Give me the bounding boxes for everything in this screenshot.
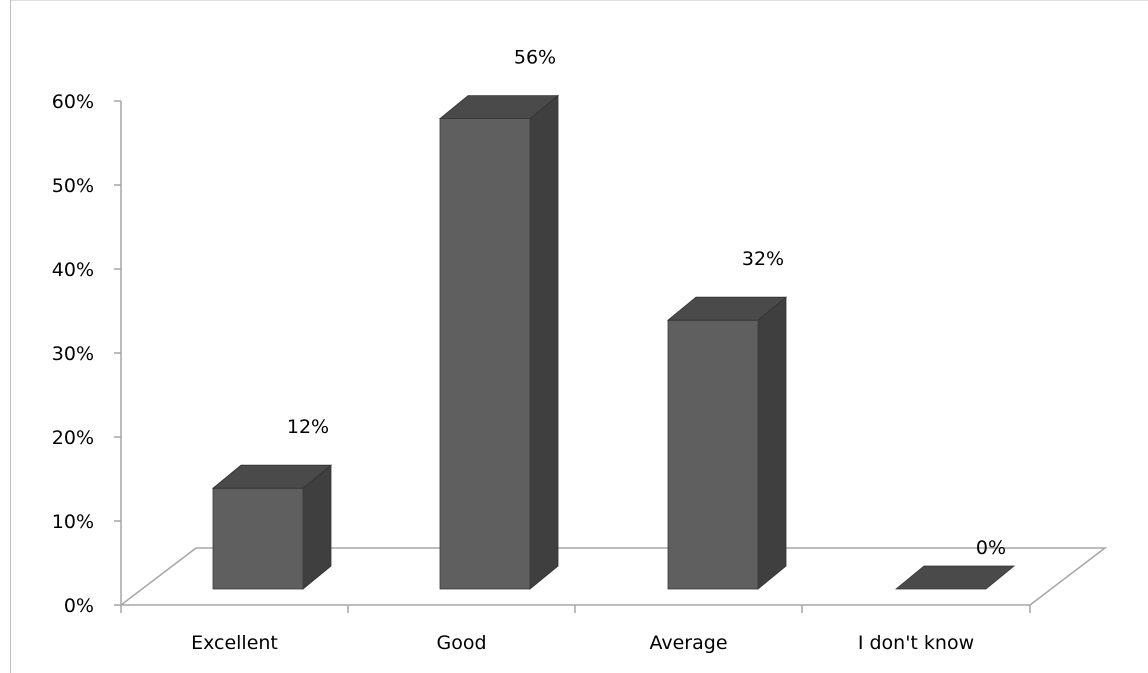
floor-outline <box>118 547 1108 606</box>
x-axis-ticks <box>120 605 1031 613</box>
y-tick-label: 50% <box>52 175 94 197</box>
bar-i-don-t-know <box>894 565 1016 590</box>
x-axis: Excellent Good Average I don't know <box>120 605 1031 654</box>
x-tick-label: Average <box>649 632 727 654</box>
y-tick-label: 20% <box>52 427 94 449</box>
y-axis-labels: 0% 10% 20% 30% 40% 50% 60% <box>52 91 94 617</box>
chart-frame <box>10 0 1148 673</box>
bar-front <box>212 487 304 590</box>
bar-series <box>211 94 1016 590</box>
x-tick-label: Good <box>436 632 486 654</box>
y-tick-label: 40% <box>52 259 94 281</box>
bar-top <box>438 95 560 119</box>
data-label: 12% <box>287 416 329 438</box>
y-tick-label: 10% <box>52 511 94 533</box>
bar-good <box>438 94 560 590</box>
data-labels: 12% 56% 32% 0% <box>287 47 1006 559</box>
bar-front <box>667 319 759 590</box>
data-label: 0% <box>976 537 1006 559</box>
bar-side <box>529 94 559 590</box>
bar-side <box>757 296 787 590</box>
bar-top <box>211 464 333 489</box>
x-tick-label: Excellent <box>191 632 278 654</box>
x-tick-label: I don't know <box>858 632 974 654</box>
x-axis-labels: Excellent Good Average I don't know <box>191 632 974 654</box>
data-label: 32% <box>742 248 784 270</box>
y-axis: 0% 10% 20% 30% 40% 50% 60% <box>52 91 122 617</box>
bar-top <box>666 296 788 321</box>
bar-average <box>666 296 788 590</box>
bar-top <box>894 565 1016 590</box>
y-tick-label: 0% <box>64 595 94 617</box>
y-tick-label: 30% <box>52 343 94 365</box>
bar-front <box>439 118 531 590</box>
data-label: 56% <box>514 47 556 69</box>
y-tick-label: 60% <box>52 91 94 113</box>
chart-floor <box>118 547 1108 606</box>
y-axis-ticks <box>114 100 121 606</box>
bar-excellent <box>211 464 333 590</box>
